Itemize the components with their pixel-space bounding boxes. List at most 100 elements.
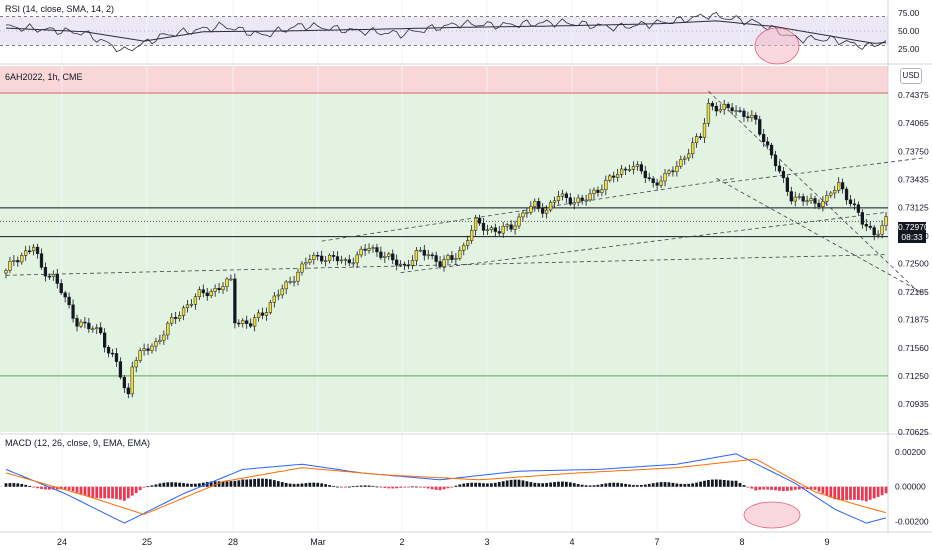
rsi-tick-label: 25.00: [898, 44, 920, 54]
macd-hist-bar: [446, 486, 450, 489]
candle-body: [509, 224, 513, 230]
macd-hist-bar: [154, 484, 158, 487]
candle-body: [813, 198, 817, 204]
macd-hist-bar: [703, 480, 706, 487]
macd-hist-bar: [580, 484, 584, 487]
macd-hist-bar: [170, 482, 174, 487]
macd-hist-bar: [687, 483, 691, 487]
candle-body: [647, 177, 651, 179]
macd-hist-bar: [478, 482, 481, 487]
currency-button[interactable]: USD: [900, 68, 922, 84]
candle-body: [655, 182, 659, 186]
macd-hist-bar: [363, 485, 367, 487]
macd-hist-bar: [111, 486, 114, 499]
candle-body: [631, 166, 636, 170]
candle-body: [343, 259, 347, 261]
candle-body: [241, 320, 245, 324]
macd-hist-bar: [628, 484, 631, 487]
candle-body: [466, 240, 470, 246]
time-label: 2: [399, 537, 404, 547]
macd-hist-bar: [395, 486, 399, 489]
candle-body: [225, 278, 229, 287]
macd-hist-bar: [48, 486, 51, 490]
candle-body: [288, 281, 292, 283]
candle-body: [564, 193, 568, 198]
candle-body: [31, 246, 36, 252]
macd-hist-bar: [126, 486, 130, 499]
macd-hist-bar: [51, 486, 55, 490]
macd-hist-bar: [714, 479, 718, 487]
macd-hist-bar: [576, 484, 580, 487]
candle-body: [146, 348, 150, 351]
macd-hist-bar: [16, 483, 20, 487]
macd-hist-bar: [671, 482, 675, 487]
macd-hist-bar: [95, 486, 99, 499]
candle-body: [142, 348, 146, 351]
macd-hist-bar: [67, 486, 71, 491]
macd-hist-bar: [833, 486, 837, 500]
macd-title: MACD (12, 26, close, 9, EMA, EMA): [5, 438, 151, 448]
trendline-4: [708, 90, 922, 296]
macd-hist-bar: [643, 484, 647, 487]
macd-hist-bar: [261, 478, 264, 487]
macd-hist-bar: [12, 483, 16, 487]
macd-hist-bar: [486, 483, 489, 487]
macd-hist-bar: [308, 482, 312, 487]
trendline-3: [724, 157, 926, 184]
macd-hist-bar: [284, 483, 288, 487]
macd-hist-bar: [616, 482, 620, 487]
candle-body: [252, 317, 257, 327]
macd-hist-bar: [320, 483, 324, 487]
price-tick-label: 0.70625: [898, 427, 929, 437]
candle-body: [91, 328, 95, 331]
candle-body: [260, 312, 265, 316]
candle-body: [233, 278, 237, 324]
candle-body: [335, 256, 340, 262]
candle-body: [296, 271, 300, 282]
candle-body: [351, 262, 355, 265]
macd-hist-bar: [249, 479, 253, 487]
candle-body: [312, 254, 316, 260]
candle-body: [793, 196, 797, 202]
macd-tick-label: -0.00200: [895, 516, 929, 526]
candle-body: [623, 168, 628, 171]
candle-body: [493, 227, 497, 232]
macd-hist-bar: [789, 486, 793, 491]
macd-hist-bar: [304, 483, 308, 487]
macd-hist-bar: [754, 486, 758, 491]
candle-body: [201, 289, 205, 294]
candle-body: [280, 288, 284, 296]
candle-body: [426, 254, 430, 257]
candle-body: [548, 202, 553, 211]
macd-hist-bar: [797, 486, 801, 490]
candle-body: [170, 317, 174, 324]
candle-body: [395, 259, 399, 266]
macd-hist-bar: [482, 483, 485, 487]
macd-hist-bar: [387, 486, 391, 489]
macd-hist-bar: [509, 479, 513, 487]
macd-hist-bar: [426, 486, 430, 489]
macd-hist-bar: [197, 483, 201, 487]
candle-body: [387, 253, 391, 257]
macd-hist-bar: [201, 482, 205, 487]
candle-body: [59, 283, 63, 294]
candle-body: [371, 247, 375, 249]
macd-hist-bar: [675, 483, 679, 487]
candle-body: [158, 339, 162, 342]
macd-hist-bar: [683, 484, 687, 487]
macd-hist-bar: [620, 483, 623, 487]
macd-hist-bar: [876, 486, 880, 497]
candle-body: [51, 274, 55, 277]
macd-hist-bar: [639, 485, 643, 487]
price-tick-label: 0.71875: [898, 315, 929, 325]
last-price-tag: 0.72970 08:33: [898, 222, 929, 243]
candle-body: [35, 246, 40, 254]
candle-body: [327, 255, 332, 261]
candle-body: [205, 292, 209, 297]
macd-hist-bar: [707, 480, 710, 487]
candle-body: [434, 255, 438, 262]
macd-hist-bar: [490, 483, 493, 487]
candle-body: [75, 318, 79, 327]
macd-hist-bar: [497, 482, 501, 487]
candle-body: [249, 323, 253, 327]
